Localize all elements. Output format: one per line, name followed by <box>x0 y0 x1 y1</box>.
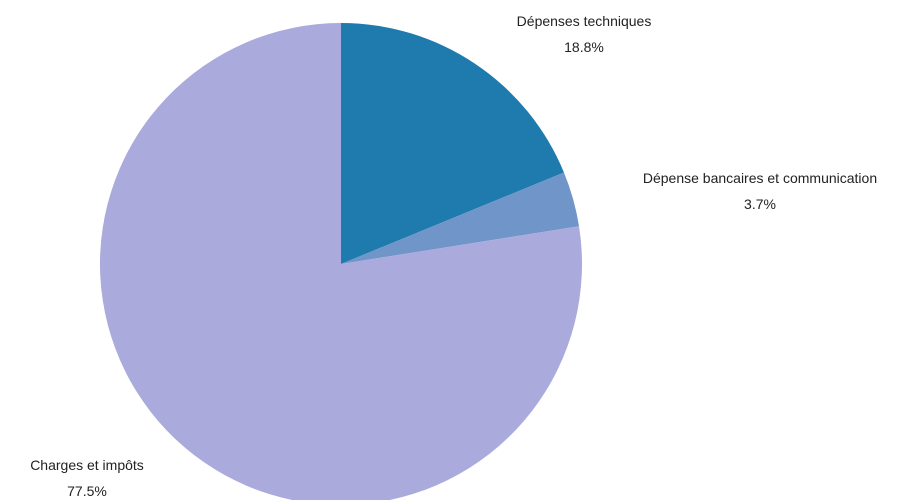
pie-slice-2 <box>100 23 582 500</box>
slice-label-depense-bancaires: Dépense bancaires et communication <box>643 170 877 186</box>
label-depense-bancaires: Dépense bancaires et communication 3.7% <box>643 170 877 212</box>
slice-value-charges-impots: 77.5% <box>67 483 107 499</box>
label-charges-impots: Charges et impôts 77.5% <box>30 457 144 499</box>
slice-label-depenses-techniques: Dépenses techniques <box>517 13 652 29</box>
slice-label-charges-impots: Charges et impôts <box>30 457 144 473</box>
pie-slice-0 <box>341 23 564 264</box>
pie-slices <box>100 23 582 500</box>
label-depenses-techniques: Dépenses techniques 18.8% <box>517 13 652 55</box>
slice-value-depense-bancaires: 3.7% <box>744 196 776 212</box>
pie-slice-1 <box>341 172 580 264</box>
slice-value-depenses-techniques: 18.8% <box>564 39 604 55</box>
